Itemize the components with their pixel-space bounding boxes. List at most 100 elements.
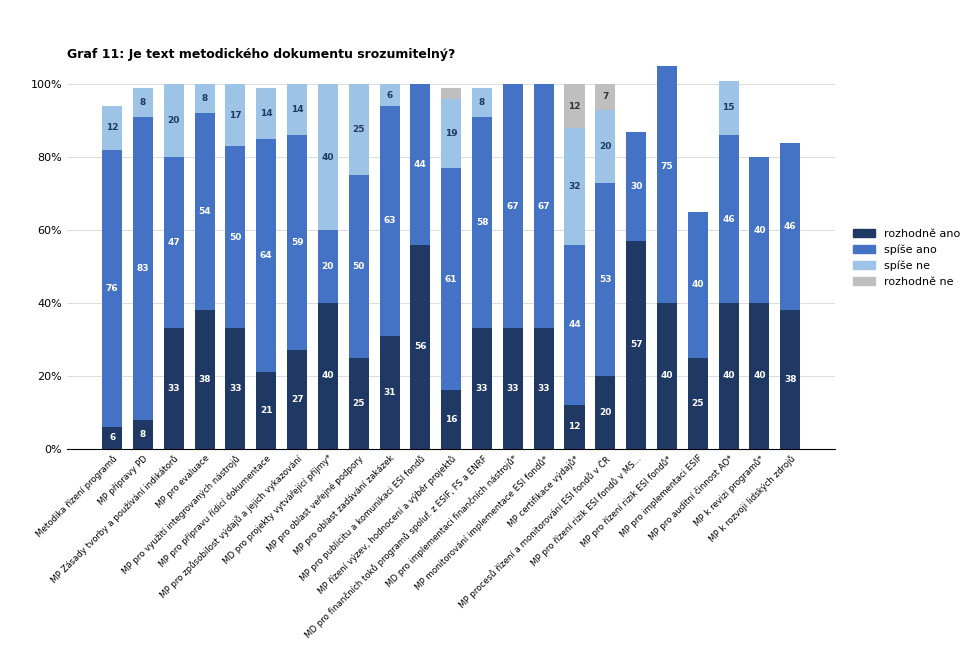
Text: 31: 31: [383, 388, 396, 397]
Bar: [195, 84, 215, 114]
Text: 40: 40: [322, 372, 334, 380]
Bar: [379, 336, 399, 449]
Bar: [595, 84, 615, 110]
Text: 61: 61: [444, 275, 458, 284]
Text: 44: 44: [414, 160, 427, 169]
Text: 8: 8: [140, 430, 146, 439]
Bar: [348, 358, 369, 449]
Text: 38: 38: [784, 375, 797, 384]
Bar: [132, 117, 153, 420]
Text: 8: 8: [140, 98, 146, 107]
Bar: [256, 372, 276, 449]
Text: 32: 32: [568, 182, 581, 191]
Bar: [132, 88, 153, 117]
Bar: [564, 245, 585, 405]
Bar: [442, 88, 461, 99]
Bar: [442, 168, 461, 391]
Text: 12: 12: [568, 102, 581, 111]
Text: 12: 12: [568, 422, 581, 432]
Text: 64: 64: [260, 251, 273, 260]
Bar: [132, 420, 153, 449]
Bar: [687, 212, 708, 358]
Text: 20: 20: [322, 262, 334, 271]
Bar: [102, 150, 122, 427]
Bar: [256, 139, 276, 372]
Bar: [472, 117, 492, 329]
Text: 27: 27: [291, 395, 303, 404]
Text: 75: 75: [660, 162, 673, 171]
Text: 40: 40: [691, 280, 704, 289]
Bar: [287, 84, 307, 135]
Text: 33: 33: [229, 384, 242, 393]
Text: 25: 25: [352, 125, 365, 134]
Bar: [780, 143, 801, 310]
Bar: [226, 329, 246, 449]
Bar: [318, 84, 338, 230]
Text: 50: 50: [229, 233, 242, 242]
Text: 8: 8: [202, 94, 207, 104]
Text: 50: 50: [352, 262, 365, 271]
Text: 54: 54: [199, 207, 211, 216]
Text: 44: 44: [568, 320, 581, 329]
Bar: [102, 427, 122, 449]
Bar: [379, 84, 399, 106]
Bar: [503, 329, 523, 449]
Text: 25: 25: [691, 399, 704, 408]
Bar: [318, 230, 338, 303]
Text: 33: 33: [507, 384, 519, 393]
Text: 40: 40: [722, 372, 734, 380]
Text: 15: 15: [722, 104, 734, 112]
Bar: [195, 114, 215, 310]
Text: Graf 11: Je text metodického dokumentu srozumitelný?: Graf 11: Je text metodického dokumentu s…: [67, 48, 456, 61]
Text: 14: 14: [291, 105, 303, 114]
Text: 6: 6: [387, 90, 393, 100]
Bar: [657, 0, 677, 30]
Bar: [719, 135, 738, 303]
Text: 40: 40: [660, 372, 673, 380]
Bar: [750, 303, 770, 449]
Text: 38: 38: [199, 375, 211, 384]
Bar: [379, 106, 399, 336]
Text: 33: 33: [538, 384, 550, 393]
Bar: [287, 350, 307, 449]
Text: 20: 20: [599, 142, 612, 150]
Bar: [410, 245, 430, 449]
Text: 20: 20: [168, 116, 180, 125]
Bar: [564, 84, 585, 128]
Text: 21: 21: [260, 406, 273, 415]
Text: 8: 8: [479, 98, 485, 107]
Bar: [750, 157, 770, 303]
Bar: [102, 106, 122, 150]
Text: 57: 57: [630, 341, 642, 349]
Bar: [657, 303, 677, 449]
Bar: [348, 84, 369, 176]
Bar: [595, 183, 615, 376]
Bar: [719, 303, 738, 449]
Text: 40: 40: [754, 372, 766, 380]
Text: 47: 47: [167, 238, 180, 248]
Bar: [719, 81, 738, 135]
Bar: [595, 110, 615, 183]
Bar: [442, 99, 461, 168]
Text: 67: 67: [538, 202, 550, 211]
Bar: [626, 241, 646, 449]
Bar: [626, 131, 646, 241]
Text: 6: 6: [109, 434, 115, 442]
Text: 83: 83: [136, 264, 149, 273]
Text: 40: 40: [754, 226, 766, 234]
Bar: [534, 329, 554, 449]
Text: 63: 63: [383, 216, 396, 226]
Bar: [534, 84, 554, 329]
Text: 40: 40: [322, 152, 334, 162]
Text: 67: 67: [507, 202, 519, 211]
Bar: [503, 84, 523, 329]
Bar: [564, 128, 585, 245]
Text: 33: 33: [476, 384, 489, 393]
Text: 59: 59: [291, 238, 303, 248]
Bar: [226, 84, 246, 147]
Text: 7: 7: [602, 92, 609, 102]
Bar: [687, 358, 708, 449]
Bar: [226, 147, 246, 329]
Bar: [472, 88, 492, 117]
Text: 20: 20: [599, 408, 612, 417]
